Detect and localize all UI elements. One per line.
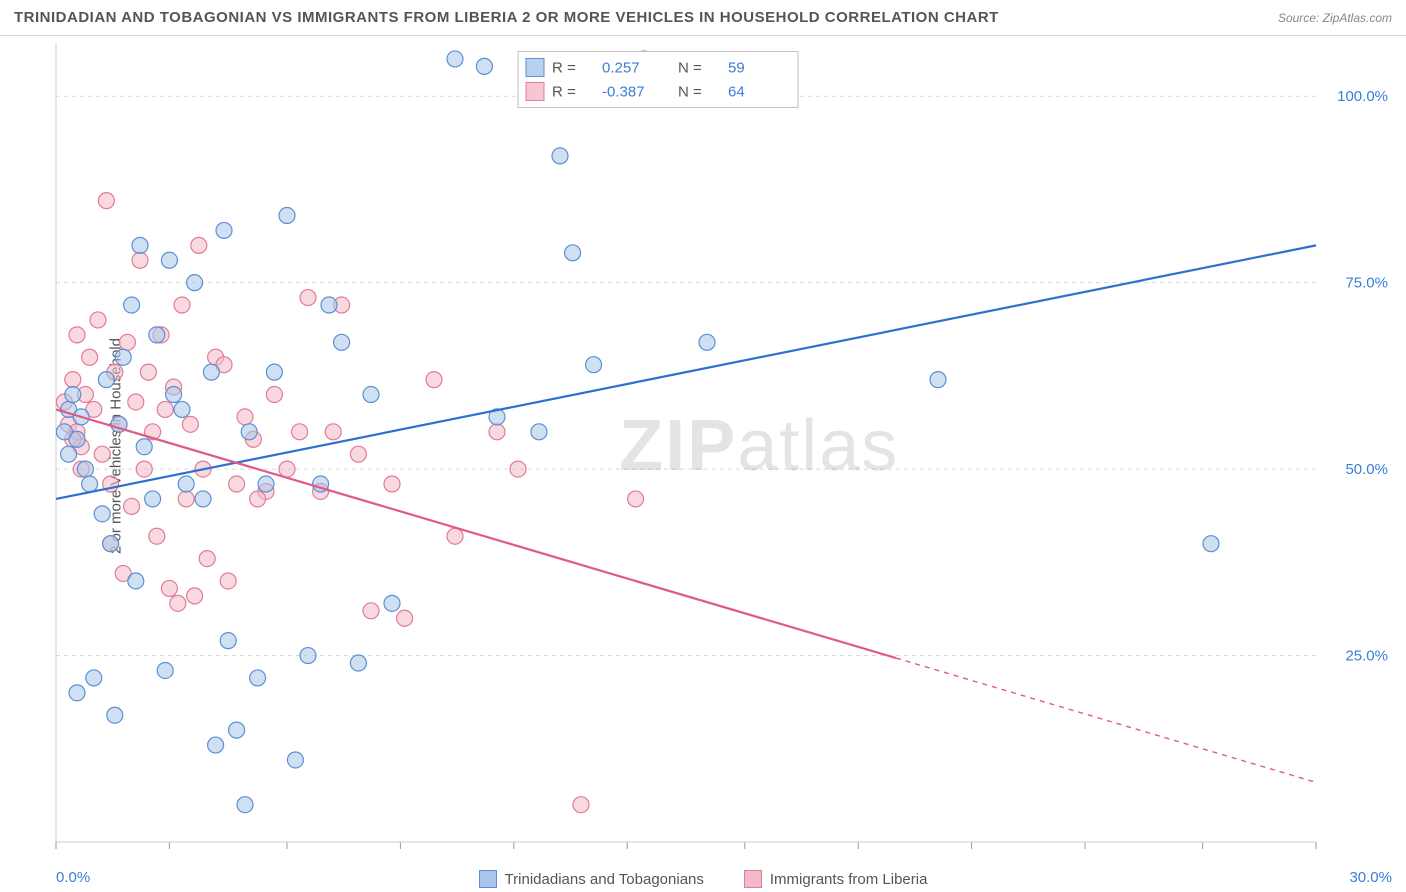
legend: Trinidadians and Tobagonians Immigrants … xyxy=(0,870,1406,888)
legend-swatch-icon xyxy=(479,870,497,888)
legend-swatch-icon xyxy=(744,870,762,888)
svg-text:R =: R = xyxy=(552,83,576,100)
title-bar: TRINIDADIAN AND TOBAGONIAN VS IMMIGRANTS… xyxy=(0,0,1406,36)
scatter-plot: 25.0% 50.0% 75.0% 100.0% R = 0.257 N = 59 R = -0.… xyxy=(50,36,1396,860)
svg-text:59: 59 xyxy=(728,59,745,76)
svg-text:64: 64 xyxy=(728,83,745,100)
chart-title: TRINIDADIAN AND TOBAGONIAN VS IMMIGRANTS… xyxy=(14,9,999,26)
svg-text:25.0%: 25.0% xyxy=(1345,648,1388,665)
legend-label: Immigrants from Liberia xyxy=(770,871,928,888)
svg-text:R =: R = xyxy=(552,59,576,76)
legend-item-series-b: Immigrants from Liberia xyxy=(744,870,928,888)
svg-text:-0.387: -0.387 xyxy=(602,83,645,100)
legend-label: Trinidadians and Tobagonians xyxy=(505,871,704,888)
source-attribution: Source: ZipAtlas.com xyxy=(1278,11,1392,25)
svg-text:0.257: 0.257 xyxy=(602,59,640,76)
legend-item-series-a: Trinidadians and Tobagonians xyxy=(479,870,704,888)
svg-text:50.0%: 50.0% xyxy=(1345,461,1388,478)
svg-text:N =: N = xyxy=(678,59,702,76)
svg-text:75.0%: 75.0% xyxy=(1345,275,1388,292)
svg-text:N =: N = xyxy=(678,83,702,100)
svg-text:100.0%: 100.0% xyxy=(1337,88,1388,105)
